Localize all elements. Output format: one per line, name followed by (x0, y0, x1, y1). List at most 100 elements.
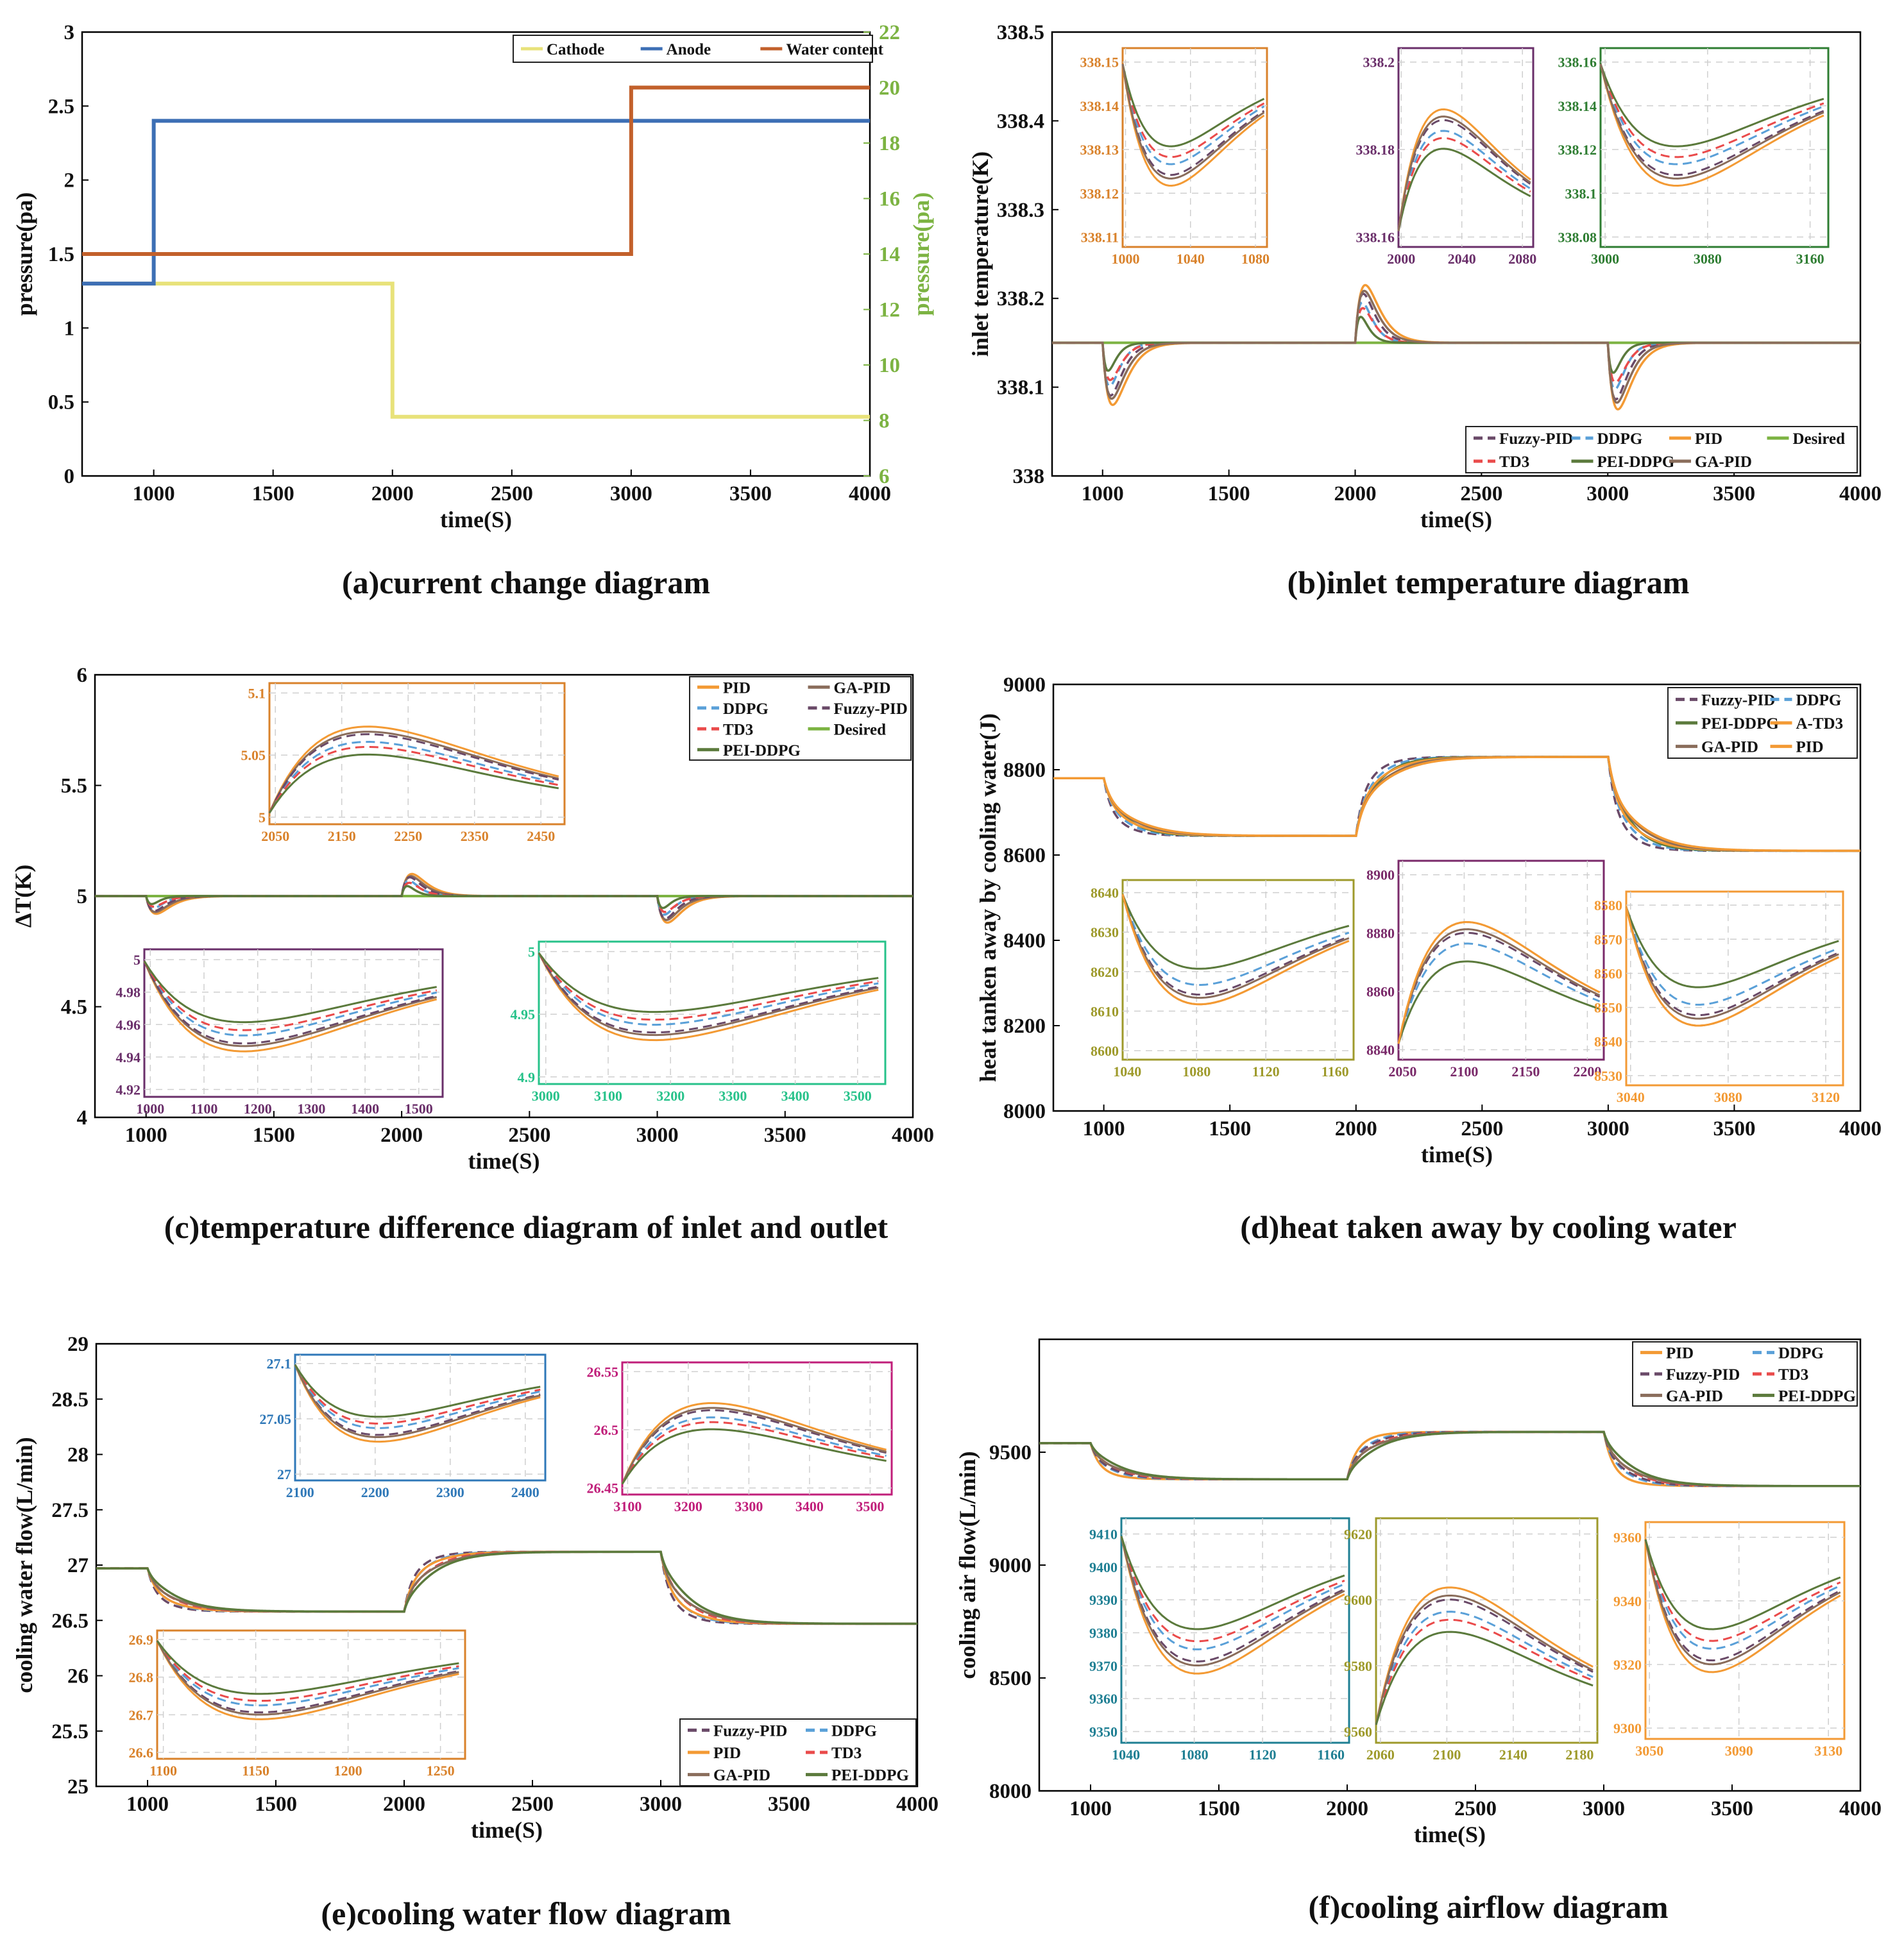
inset-series-line (156, 1640, 459, 1695)
inset-y-tick-label: 9410 (1089, 1527, 1118, 1543)
inset-x-tick-label: 2200 (1573, 1063, 1601, 1080)
inset-y-tick-label: 4.95 (511, 1006, 536, 1022)
inset-series-line (1397, 960, 1601, 1044)
inset-series-line (1644, 1539, 1841, 1666)
inset-series-line (156, 1640, 459, 1702)
inset-series-line (1121, 894, 1350, 970)
legend: PID DDPG Fuzzy-PID TD3 GA-PID PEI-DDPG (1632, 1341, 1858, 1407)
inset-x-tick-label: 3000 (1591, 251, 1619, 267)
legend-label: TD3 (723, 721, 753, 738)
inset-series-line (538, 953, 879, 1034)
legend-label: Fuzzy-PID (834, 700, 908, 718)
inset-x-tick-label: 1040 (1113, 1063, 1141, 1080)
inset-y-tick-label: 8560 (1594, 965, 1622, 981)
y-tick-label: 27 (67, 1554, 89, 1577)
inset-series-line (1397, 115, 1531, 232)
inset-x-tick-label: 2050 (1388, 1063, 1416, 1080)
inset-series-line (1120, 1536, 1345, 1667)
inset-series-line (1644, 1539, 1841, 1642)
inset-x-tick-label: 2180 (1565, 1747, 1594, 1763)
legend-label: PEI-DDPG (1597, 453, 1675, 471)
panel-f: 1000 1500 2000 2500 3000 3500 4000 8000 8500 9000… (955, 1338, 1882, 1925)
inset-y-tick-label: 9580 (1344, 1658, 1372, 1674)
x-tick-label: 3500 (1713, 482, 1755, 505)
x-tick-label: 1000 (1082, 482, 1124, 505)
inset-series-line (621, 1402, 887, 1485)
inset-series-line (156, 1640, 459, 1707)
series-line (82, 119, 870, 286)
y-tick-label: 5.5 (61, 775, 87, 798)
panel-a: 1000 1500 2000 2500 3000 3500 4000 0 0.5 1 1.5 2 2.5… (12, 21, 934, 600)
inset-series-line (1397, 942, 1601, 1044)
inset-series-line (268, 731, 559, 814)
inset-x-tick-label: 1040 (1112, 1747, 1140, 1763)
x-tick-label: 3500 (729, 482, 772, 505)
series-line-ga-pid (1053, 756, 1860, 852)
y-right-tick-label: 22 (879, 21, 900, 44)
inset-y-tick-label: 26.45 (587, 1480, 619, 1496)
series-line-ga-pid (1052, 289, 1860, 404)
y-tick-label: 4.5 (61, 996, 87, 1019)
x-tick-label: 1000 (133, 482, 175, 505)
inset-y-tick-label: 338.1 (1565, 185, 1597, 201)
x-tick-label: 4000 (849, 482, 891, 505)
inset-y-tick-label: 338.14 (1080, 98, 1119, 114)
inset-series-line (1599, 64, 1824, 180)
inset-series-line (268, 745, 559, 814)
y-right-tick-label: 20 (879, 77, 900, 100)
inset-x-tick-label: 1120 (1249, 1747, 1277, 1763)
x-tick-label: 3000 (640, 1793, 682, 1816)
inset-series-line (621, 1428, 887, 1485)
inset-series-line (1599, 64, 1824, 187)
y-tick-label: 8600 (1003, 844, 1046, 867)
y-tick-label: 8400 (1003, 929, 1046, 953)
inset-series-line (1625, 906, 1839, 1027)
x-tick-label: 1500 (1198, 1797, 1240, 1820)
inset-series-line (1644, 1539, 1841, 1662)
series-line-td3 (1052, 307, 1860, 384)
inset-series-line (1121, 894, 1350, 996)
inset-x-tick-label: 3080 (1714, 1089, 1742, 1105)
y-tick-label: 9000 (1003, 674, 1046, 697)
series-line-pei-ddpg (1039, 1430, 1860, 1487)
inset-y-tick-label: 8570 (1594, 931, 1622, 947)
x-tick-label: 2000 (380, 1124, 423, 1147)
inset-y-tick-label: 9380 (1089, 1625, 1118, 1641)
y-tick-label: 9500 (989, 1441, 1032, 1464)
inset-series-line (538, 953, 879, 1037)
zoom-inset: 1040 1080 1120 1160 8600 8610 8620 8630 8640 (1091, 879, 1355, 1080)
inset-x-tick-label: 1120 (1252, 1063, 1280, 1080)
zoom-inset: 2050 2100 2150 2200 8840 8860 8880 8900 (1366, 860, 1605, 1080)
panel-b: 1000 1500 2000 2500 3000 3500 4000 338 338.1 338.… (967, 21, 1882, 600)
inset-x-tick-label: 2060 (1366, 1747, 1395, 1763)
plot-frame (1051, 31, 1862, 477)
inset-x-tick-label: 3100 (594, 1088, 622, 1104)
inset-x-tick-label: 2050 (261, 828, 289, 844)
panel-caption: (a)current change diagram (342, 564, 710, 600)
inset-x-tick-label: 3400 (795, 1498, 824, 1514)
inset-y-tick-label: 27.1 (267, 1356, 292, 1372)
inset-x-tick-label: 2100 (1432, 1747, 1461, 1763)
inset-x-tick-label: 2250 (394, 828, 422, 844)
y-tick-label: 26 (67, 1665, 89, 1688)
inset-x-tick-label: 1500 (405, 1101, 433, 1117)
legend: Fuzzy-PID DDPG PEI-DDPG A-TD3 GA-PID PID (1667, 687, 1858, 759)
panel-caption: (b)inlet temperature diagram (1288, 564, 1690, 600)
inset-series-line (1644, 1539, 1841, 1631)
y-tick-label: 5 (77, 885, 88, 908)
series-line-ddpg (1053, 756, 1860, 852)
inset-x-tick-label: 1160 (1317, 1747, 1345, 1763)
series-line-fuzzy-pid (95, 876, 913, 920)
inset-series-line (1625, 906, 1839, 1020)
inset-y-tick-label: 8530 (1594, 1068, 1622, 1084)
y-tick-label: 338.3 (997, 199, 1044, 222)
series-line-pid (95, 872, 913, 924)
x-tick-label: 3000 (1586, 482, 1629, 505)
inset-x-tick-label: 3000 (532, 1088, 560, 1104)
inset-y-tick-label: 8540 (1594, 1034, 1622, 1050)
series-line-ddpg (96, 1550, 917, 1625)
inset-series-line (294, 1364, 541, 1443)
x-tick-label: 4000 (892, 1124, 934, 1147)
inset-series-line (621, 1421, 887, 1485)
